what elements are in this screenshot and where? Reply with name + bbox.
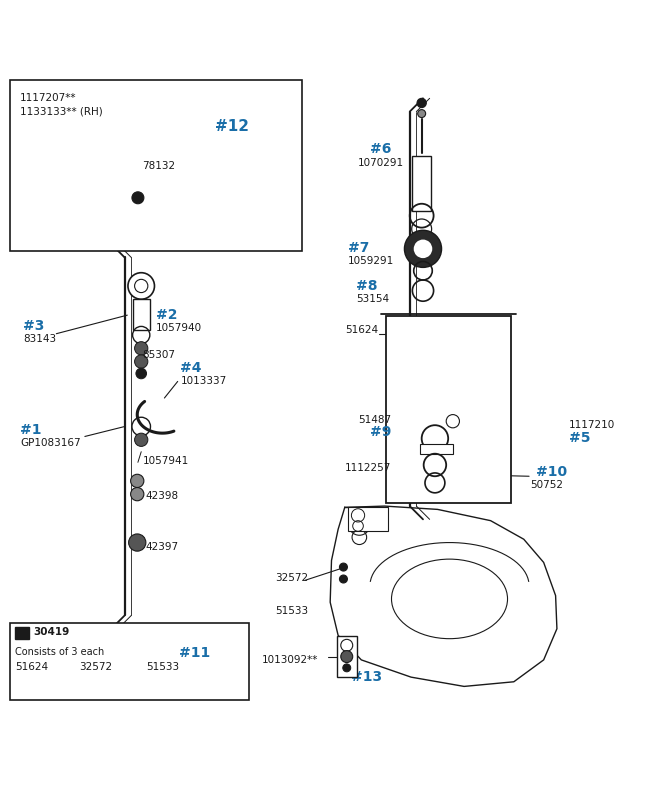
Text: 1070291: 1070291 bbox=[358, 158, 404, 168]
Circle shape bbox=[418, 110, 426, 118]
Circle shape bbox=[339, 575, 347, 583]
Text: 32572: 32572 bbox=[80, 662, 113, 671]
Text: 1013337: 1013337 bbox=[180, 377, 227, 386]
Circle shape bbox=[135, 355, 148, 368]
Circle shape bbox=[417, 98, 426, 108]
Bar bbox=[412, 156, 431, 211]
Text: 53154: 53154 bbox=[356, 294, 389, 304]
Text: #6: #6 bbox=[370, 142, 391, 156]
Circle shape bbox=[135, 342, 148, 355]
Text: 51624: 51624 bbox=[15, 662, 48, 671]
Bar bbox=[337, 636, 357, 677]
Circle shape bbox=[128, 273, 154, 299]
Text: #8: #8 bbox=[356, 279, 377, 293]
Circle shape bbox=[341, 650, 353, 662]
Bar bbox=[10, 623, 249, 700]
Bar bbox=[10, 80, 302, 251]
Bar bbox=[386, 316, 511, 502]
Text: 42397: 42397 bbox=[146, 542, 179, 552]
Text: #12: #12 bbox=[215, 119, 249, 134]
Text: #10: #10 bbox=[536, 465, 567, 478]
Text: 1057940: 1057940 bbox=[156, 323, 202, 334]
Text: 50752: 50752 bbox=[530, 480, 564, 490]
Text: 51533: 51533 bbox=[146, 662, 179, 671]
Text: #11: #11 bbox=[179, 646, 210, 660]
Bar bbox=[133, 298, 150, 330]
Text: Consists of 3 each: Consists of 3 each bbox=[15, 647, 105, 657]
Text: 32572: 32572 bbox=[275, 573, 308, 582]
Text: 1133133** (RH): 1133133** (RH) bbox=[20, 106, 103, 117]
Circle shape bbox=[404, 230, 442, 267]
Text: #13: #13 bbox=[351, 670, 383, 684]
Text: 1117207**: 1117207** bbox=[20, 94, 76, 103]
Text: 1057941: 1057941 bbox=[143, 456, 189, 466]
Bar bbox=[348, 507, 388, 531]
Circle shape bbox=[132, 192, 144, 204]
Text: #3: #3 bbox=[23, 318, 44, 333]
Text: #2: #2 bbox=[156, 308, 177, 322]
Text: #1: #1 bbox=[20, 423, 41, 437]
Circle shape bbox=[135, 433, 148, 446]
Text: 30419: 30419 bbox=[33, 627, 70, 637]
Circle shape bbox=[414, 239, 432, 258]
Text: GP1083167: GP1083167 bbox=[20, 438, 80, 448]
Text: 1112257: 1112257 bbox=[345, 462, 391, 473]
Text: #4: #4 bbox=[180, 361, 202, 375]
Circle shape bbox=[131, 474, 144, 487]
Text: #7: #7 bbox=[348, 241, 369, 254]
Bar bbox=[15, 626, 29, 638]
Text: 85307: 85307 bbox=[143, 350, 176, 360]
Bar bbox=[420, 444, 453, 454]
Text: 42398: 42398 bbox=[146, 491, 179, 501]
Text: #5: #5 bbox=[569, 431, 590, 446]
Circle shape bbox=[339, 563, 347, 571]
Circle shape bbox=[343, 664, 351, 672]
Text: 83143: 83143 bbox=[23, 334, 56, 344]
Text: 51487: 51487 bbox=[358, 415, 391, 425]
Text: 51624: 51624 bbox=[345, 326, 378, 335]
Text: 51533: 51533 bbox=[275, 606, 308, 616]
Circle shape bbox=[136, 368, 147, 378]
Text: 1117210: 1117210 bbox=[569, 420, 615, 430]
Circle shape bbox=[131, 487, 144, 501]
Text: 1059291: 1059291 bbox=[348, 256, 394, 266]
Text: 1013092**: 1013092** bbox=[262, 655, 318, 665]
Text: 78132: 78132 bbox=[143, 161, 176, 171]
Text: #9: #9 bbox=[370, 425, 391, 439]
Circle shape bbox=[129, 534, 146, 551]
